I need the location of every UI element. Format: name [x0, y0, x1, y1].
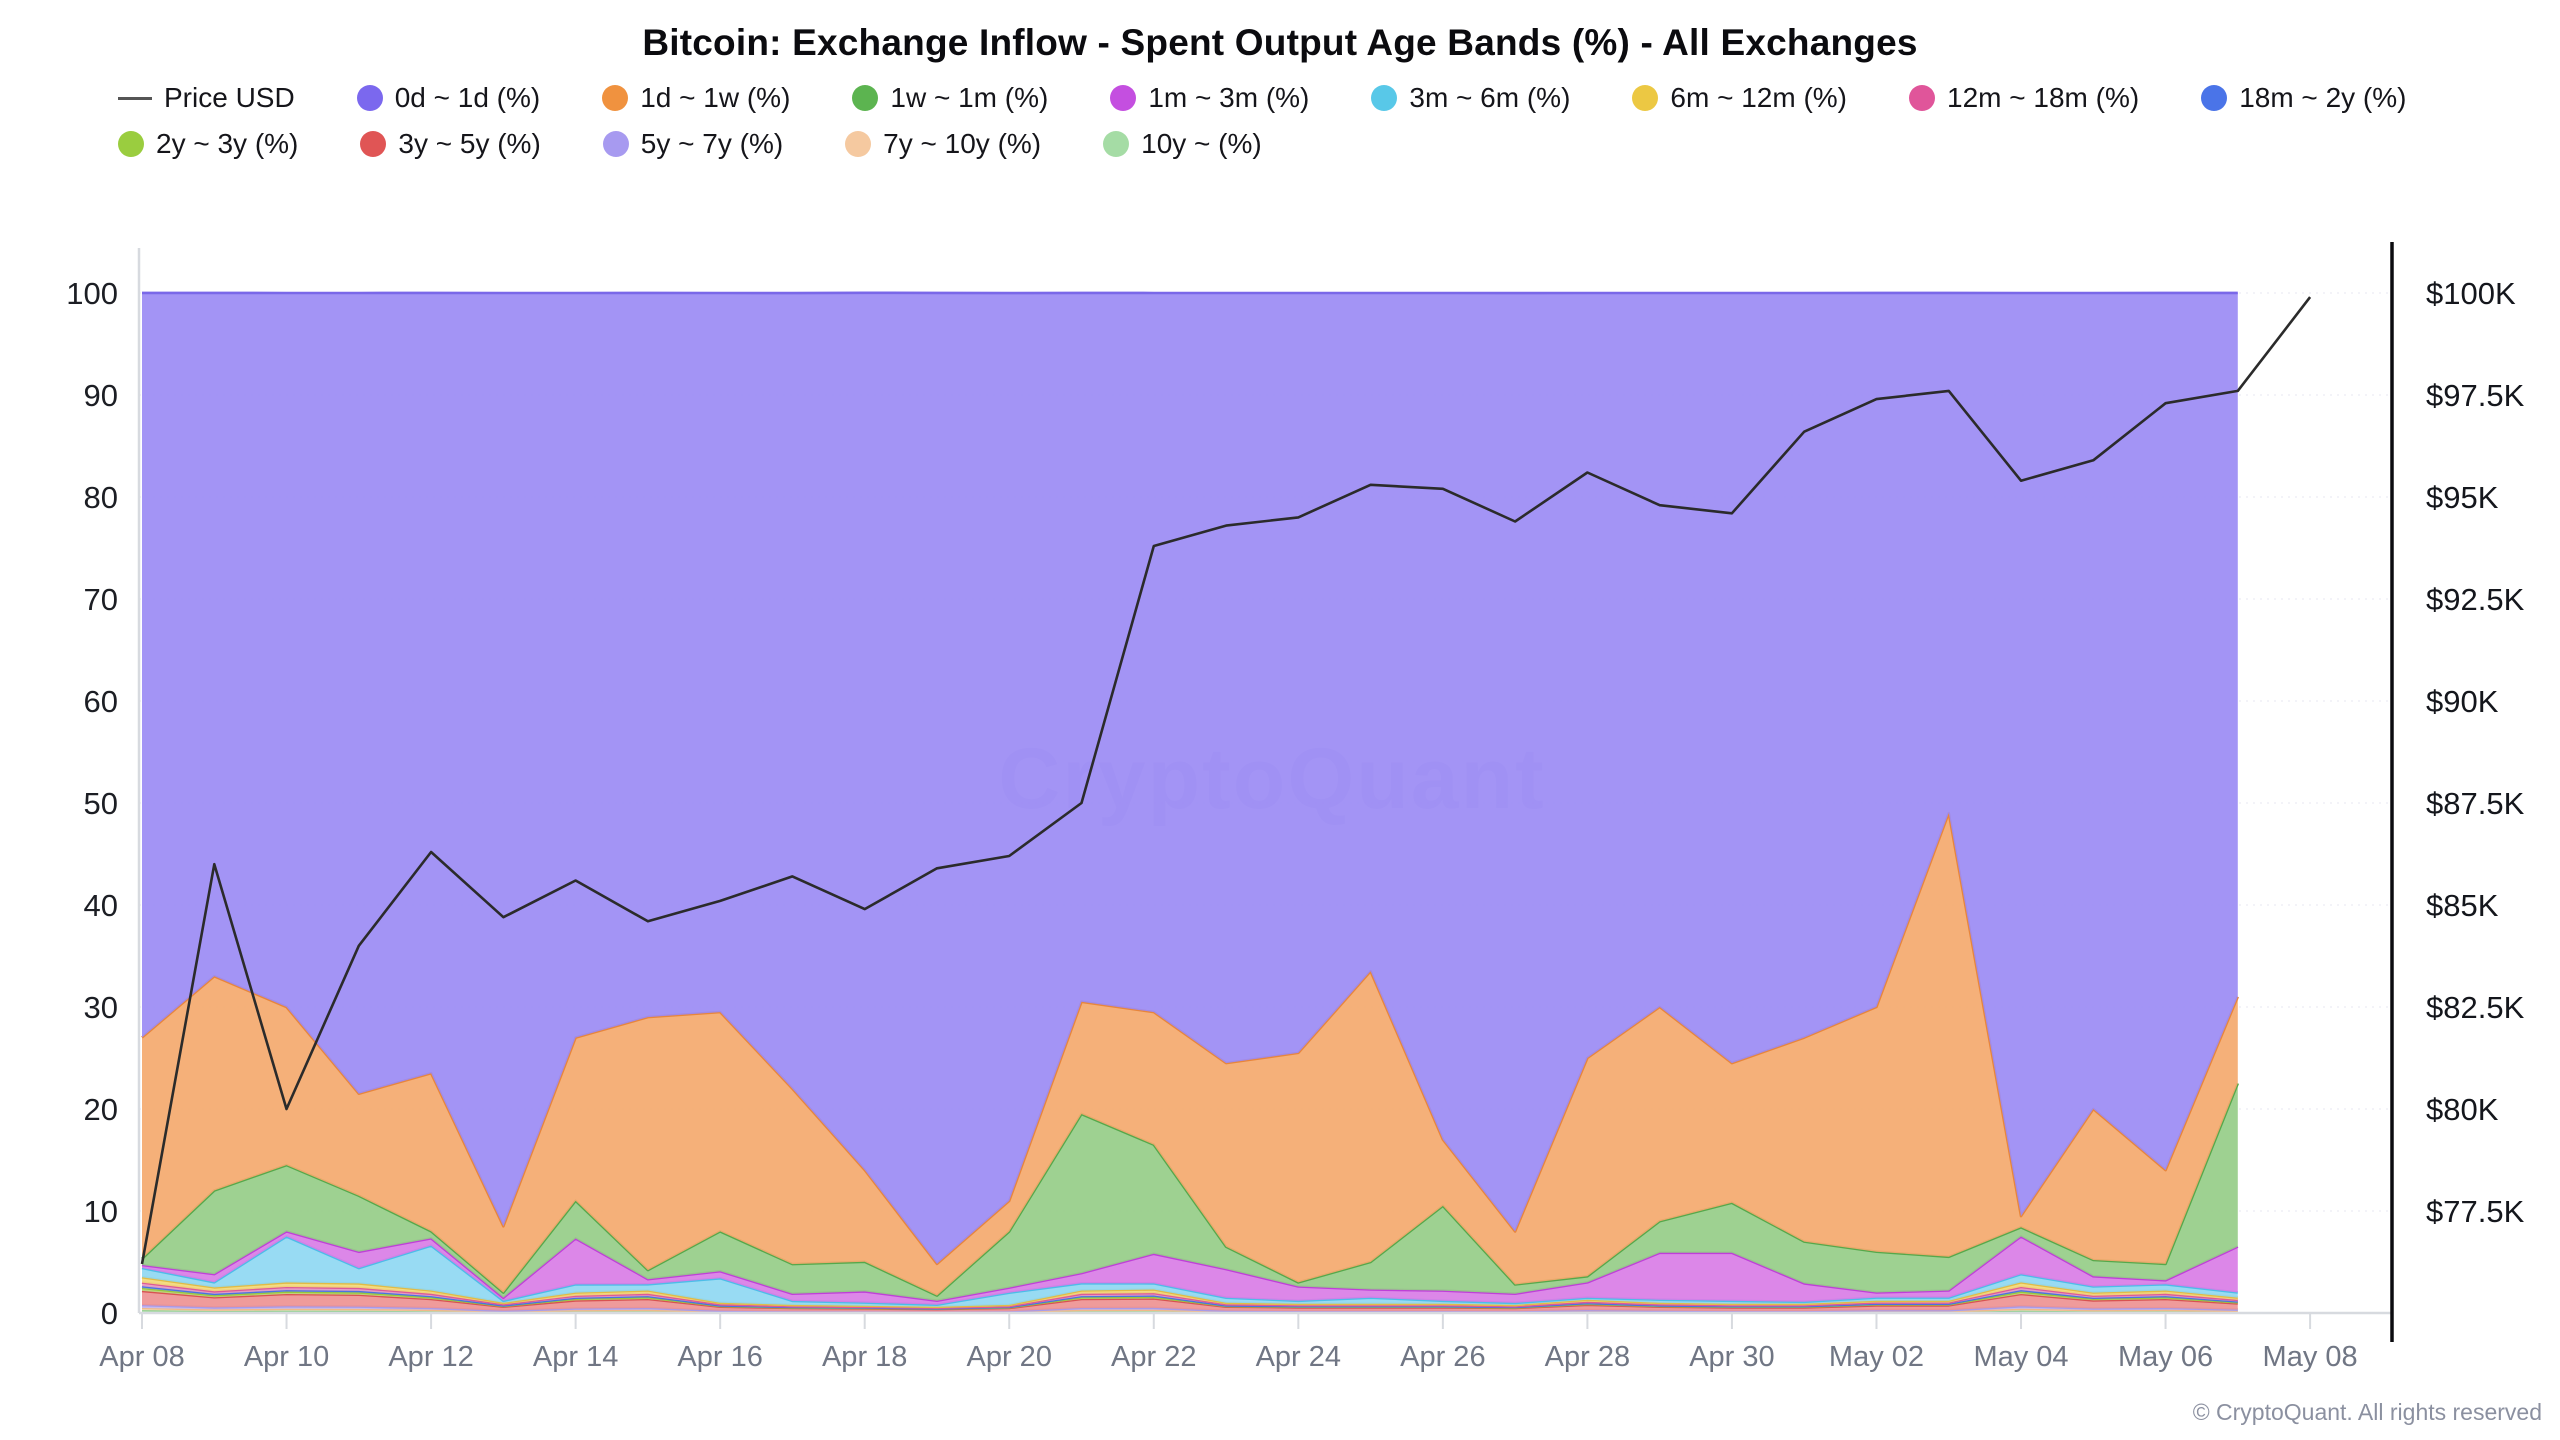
legend-item-label: 0d ~ 1d (%) — [394, 82, 541, 113]
x-axis-tick-label: Apr 26 — [1400, 1341, 1485, 1373]
series-color-dot-icon — [852, 85, 879, 111]
legend-item-label: 3y ~ 5y (%) — [398, 128, 541, 159]
price-line-swatch-icon — [118, 96, 152, 100]
legend-item-label: 1m ~ 3m (%) — [1148, 82, 1310, 113]
legend-item-label: 10y ~ (%) — [1141, 128, 1262, 159]
legend-item-3m-6m[interactable]: 3m ~ 6m (%) — [1371, 82, 1570, 114]
x-axis-tick-label: Apr 28 — [1545, 1341, 1630, 1373]
legend-item-label: 5y ~ 7y (%) — [640, 128, 784, 159]
legend-item-1d-1w[interactable]: 1d ~ 1w (%) — [602, 82, 790, 114]
legend-item-5y-7y[interactable]: 5y ~ 7y (%) — [602, 128, 784, 160]
series-color-dot-icon — [356, 85, 383, 111]
right-axis-tick-label: $85K — [2426, 888, 2499, 923]
series-color-dot-icon — [360, 131, 387, 157]
copyright-footer: © CryptoQuant. All rights reserved — [2192, 1399, 2542, 1425]
left-axis-tick-label: 50 — [84, 786, 118, 821]
right-axis-tick-label: $82.5K — [2426, 990, 2525, 1025]
left-axis-tick-label: 10 — [84, 1194, 118, 1229]
right-axis-tick-label: $87.5K — [2426, 786, 2525, 821]
chart-legend: Price USD 0d ~ 1d (%) 1d ~ 1w (%) 1w ~ 1m (… — [118, 82, 2538, 174]
series-color-dot-icon — [1909, 85, 1936, 111]
series-color-dot-icon — [2201, 85, 2228, 111]
legend-item-label: 2y ~ 3y (%) — [156, 128, 299, 159]
series-color-dot-icon — [1632, 85, 1659, 111]
left-axis-tick-label: 20 — [84, 1092, 118, 1127]
legend-item-12m-18m[interactable]: 12m ~ 18m (%) — [1909, 82, 2139, 114]
right-axis-tick-label: $92.5K — [2426, 582, 2525, 617]
legend-row-2: 2y ~ 3y (%) 3y ~ 5y (%) 5y ~ 7y (%) 7y ~ 10… — [118, 128, 2538, 160]
left-axis-tick-label: 80 — [84, 480, 118, 515]
legend-item-0d-1d[interactable]: 0d ~ 1d (%) — [356, 82, 541, 114]
left-axis-tick-label: 60 — [84, 684, 118, 719]
right-axis-tick-label: $95K — [2426, 480, 2499, 515]
chart-title: Bitcoin: Exchange Inflow - Spent Output … — [642, 22, 1918, 63]
x-axis-tick-label: May 04 — [1973, 1341, 2068, 1373]
legend-item-label: 1d ~ 1w (%) — [640, 82, 791, 113]
left-axis-tick-label: 90 — [84, 378, 118, 413]
left-axis-tick-label: 40 — [84, 888, 118, 923]
right-axis-tick-label: $100K — [2426, 276, 2516, 311]
legend-item-label: Price USD — [164, 82, 295, 113]
x-axis-tick-label: Apr 12 — [388, 1341, 473, 1373]
left-axis-tick-label: 0 — [101, 1296, 118, 1331]
series-color-dot-icon — [1110, 85, 1137, 111]
left-axis-tick-label: 30 — [84, 990, 118, 1025]
x-axis-tick-label: May 08 — [2263, 1341, 2358, 1373]
legend-item-7y-10y[interactable]: 7y ~ 10y (%) — [845, 128, 1041, 160]
x-axis-tick-label: Apr 18 — [822, 1341, 907, 1373]
x-axis-tick-label: Apr 20 — [967, 1341, 1052, 1373]
price-usd-line — [140, 296, 2312, 1265]
series-color-dot-icon — [118, 131, 144, 157]
area-band-3m-6m- — [142, 1236, 2238, 1307]
legend-item-18m-2y[interactable]: 18m ~ 2y (%) — [2201, 82, 2406, 114]
area-band-1d-1w- — [142, 813, 2238, 1296]
right-axis-tick-label: $90K — [2426, 684, 2499, 719]
legend-item-label: 3m ~ 6m (%) — [1409, 82, 1571, 113]
legend-item-label: 12m ~ 18m (%) — [1947, 82, 2140, 113]
x-axis-tick-label: Apr 30 — [1689, 1341, 1774, 1373]
right-axis-tick-label: $80K — [2426, 1092, 2499, 1127]
legend-item-2y-3y[interactable]: 2y ~ 3y (%) — [118, 128, 298, 160]
series-color-dot-icon — [1103, 131, 1130, 157]
x-axis-tick-label: Apr 16 — [677, 1341, 762, 1373]
area-band-0d-1d- — [142, 292, 2238, 1264]
legend-item-3y-5y[interactable]: 3y ~ 5y (%) — [360, 128, 541, 160]
x-axis-tick-label: Apr 22 — [1111, 1341, 1196, 1373]
legend-item-1m-3m[interactable]: 1m ~ 3m (%) — [1110, 82, 1309, 114]
x-axis-tick-label: Apr 24 — [1256, 1341, 1341, 1373]
area-band-1m-3m- — [142, 1231, 2238, 1305]
series-color-dot-icon — [1371, 85, 1398, 111]
left-axis-tick-label: 70 — [84, 582, 118, 617]
series-color-dot-icon — [602, 131, 629, 157]
legend-row-1: Price USD 0d ~ 1d (%) 1d ~ 1w (%) 1w ~ 1m (… — [118, 82, 2538, 114]
legend-item-6m-12m[interactable]: 6m ~ 12m (%) — [1632, 82, 1847, 114]
left-axis-tick-label: 100 — [66, 276, 118, 311]
series-color-dot-icon — [602, 85, 629, 111]
right-axis-tick-label: $97.5K — [2426, 378, 2525, 413]
x-axis-tick-label: May 02 — [1829, 1341, 1924, 1373]
legend-item-1w-1m[interactable]: 1w ~ 1m (%) — [852, 82, 1048, 114]
area-band-3y-5y- — [142, 1290, 2238, 1312]
series-color-dot-icon — [845, 131, 872, 157]
legend-item-10y[interactable]: 10y ~ (%) — [1103, 128, 1262, 160]
right-axis-tick-label: $77.5K — [2426, 1194, 2525, 1229]
legend-item-price-usd[interactable]: Price USD — [118, 82, 295, 114]
x-axis-tick-label: Apr 08 — [99, 1341, 184, 1373]
legend-item-label: 7y ~ 10y (%) — [883, 128, 1042, 159]
x-axis-tick-label: Apr 10 — [244, 1341, 329, 1373]
legend-item-label: 1w ~ 1m (%) — [890, 82, 1049, 113]
x-axis-tick-label: Apr 14 — [533, 1341, 618, 1373]
legend-item-label: 6m ~ 12m (%) — [1670, 82, 1848, 113]
area-band-1w-1m- — [142, 1083, 2238, 1301]
x-axis-tick-label: May 06 — [2118, 1341, 2213, 1373]
legend-item-label: 18m ~ 2y (%) — [2239, 82, 2407, 113]
